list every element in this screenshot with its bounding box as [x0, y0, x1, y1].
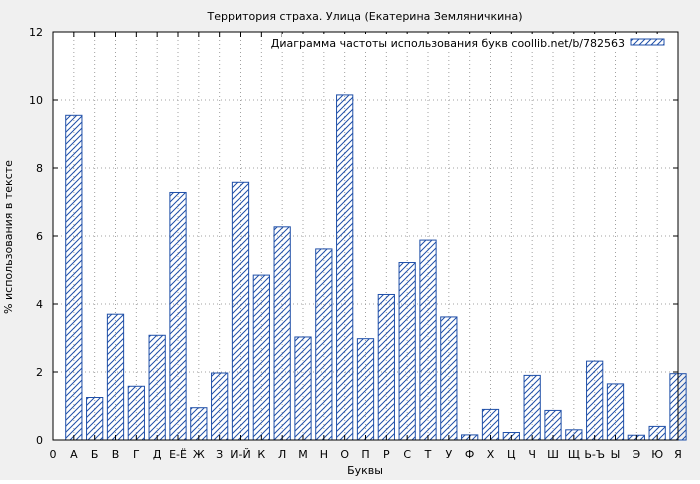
- bar: [294, 336, 312, 441]
- x-tick-label: Ы: [611, 448, 621, 461]
- chart-title: Территория страха. Улица (Екатерина Земл…: [207, 10, 523, 23]
- bar: [315, 248, 333, 441]
- x-tick-label: И-Й: [230, 448, 250, 461]
- x-tick-label: Б: [91, 448, 99, 461]
- legend-background: [282, 34, 676, 52]
- x-tick-label: У: [445, 448, 452, 461]
- y-tick-label: 0: [36, 434, 43, 447]
- x-tick-label: В: [112, 448, 120, 461]
- bar: [377, 293, 395, 441]
- x-tick-label: Д: [153, 448, 162, 461]
- x-tick-label: Х: [487, 448, 495, 461]
- bar: [606, 383, 625, 441]
- x-tick-label: С: [403, 448, 411, 461]
- bar: [127, 385, 145, 441]
- bar: [106, 313, 125, 441]
- x-tick-label: М: [298, 448, 308, 461]
- x-tick-label: Э: [632, 448, 640, 461]
- y-axis-label: % использования в тексте: [2, 160, 15, 314]
- x-axis-label: Буквы: [347, 464, 383, 477]
- bar: [86, 397, 104, 441]
- legend-swatch: [630, 38, 665, 46]
- x-tick-label: 0: [50, 448, 57, 461]
- bar: [169, 191, 187, 441]
- x-tick-label: Ч: [528, 448, 536, 461]
- bar: [231, 181, 250, 441]
- x-tick-label: Я: [674, 448, 682, 461]
- y-tick-label: 12: [29, 26, 43, 39]
- y-tick-label: 10: [29, 94, 43, 107]
- x-tick-label: Ж: [193, 448, 205, 461]
- bar: [273, 226, 291, 441]
- legend: Диаграмма частоты использования букв coo…: [271, 34, 676, 52]
- bar: [586, 360, 604, 441]
- y-tick-label: 8: [36, 162, 43, 175]
- x-tick-label: Т: [424, 448, 432, 461]
- x-tick-label: Ь-Ъ: [584, 448, 605, 461]
- x-tick-label: А: [70, 448, 78, 461]
- x-tick-label: Р: [383, 448, 390, 461]
- legend-label: Диаграмма частоты использования букв coo…: [271, 37, 625, 50]
- bar: [398, 262, 416, 441]
- bar: [65, 114, 83, 441]
- bar: [211, 372, 229, 441]
- bar: [252, 274, 270, 441]
- x-tick-label: Ш: [547, 448, 559, 461]
- bar: [148, 334, 166, 441]
- y-tick-label: 6: [36, 230, 43, 243]
- bar: [356, 338, 375, 441]
- y-tick-label: 4: [36, 298, 43, 311]
- x-tick-label: Ф: [465, 448, 474, 461]
- y-tick-label: 2: [36, 366, 43, 379]
- x-tick-label: Ю: [651, 448, 663, 461]
- bar: [336, 94, 354, 441]
- bar: [440, 316, 458, 441]
- x-tick-label: Л: [278, 448, 286, 461]
- x-tick-label: П: [361, 448, 369, 461]
- x-tick-label: Е-Ё: [169, 448, 187, 461]
- x-tick-label: Г: [133, 448, 140, 461]
- axes: [52, 31, 679, 441]
- x-tick-label: О: [340, 448, 349, 461]
- x-tick-label: Щ: [568, 448, 580, 461]
- x-tick-label: Ц: [507, 448, 516, 461]
- bar: [419, 239, 437, 441]
- x-tick-label: З: [216, 448, 223, 461]
- x-tick-label: Н: [320, 448, 328, 461]
- bar: [523, 374, 541, 441]
- bars: [65, 94, 687, 441]
- x-tick-label: К: [257, 448, 265, 461]
